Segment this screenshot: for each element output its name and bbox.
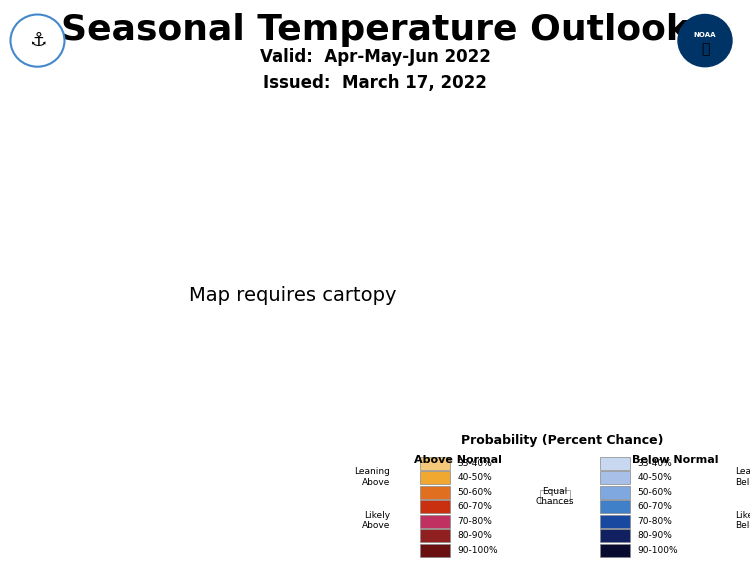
Text: 40-50%: 40-50%	[638, 473, 672, 483]
Text: NOAA: NOAA	[694, 32, 716, 38]
Text: Map requires cartopy: Map requires cartopy	[189, 287, 396, 305]
Text: 90-100%: 90-100%	[638, 546, 678, 555]
FancyBboxPatch shape	[420, 529, 450, 542]
Circle shape	[678, 14, 732, 67]
FancyBboxPatch shape	[420, 457, 450, 470]
FancyBboxPatch shape	[600, 457, 630, 470]
Text: Issued:  March 17, 2022: Issued: March 17, 2022	[263, 74, 487, 92]
Text: ⚓: ⚓	[28, 31, 46, 50]
Text: 33-40%: 33-40%	[458, 459, 492, 468]
FancyBboxPatch shape	[600, 486, 630, 499]
FancyBboxPatch shape	[600, 471, 630, 484]
Text: Valid:  Apr-May-Jun 2022: Valid: Apr-May-Jun 2022	[260, 48, 490, 66]
Text: Likely
Above: Likely Above	[362, 511, 390, 530]
Text: Leaning
Above: Leaning Above	[354, 467, 390, 487]
Text: 50-60%: 50-60%	[458, 488, 492, 497]
FancyBboxPatch shape	[600, 544, 630, 557]
Text: 🦅: 🦅	[700, 42, 709, 56]
FancyBboxPatch shape	[420, 515, 450, 528]
FancyBboxPatch shape	[420, 486, 450, 499]
Text: 33-40%: 33-40%	[638, 459, 672, 468]
FancyBboxPatch shape	[420, 471, 450, 484]
Text: 40-50%: 40-50%	[458, 473, 492, 483]
FancyBboxPatch shape	[600, 515, 630, 528]
FancyBboxPatch shape	[600, 529, 630, 542]
Text: 80-90%: 80-90%	[458, 531, 492, 541]
Text: 50-60%: 50-60%	[638, 488, 672, 497]
Text: 70-80%: 70-80%	[638, 517, 672, 526]
Text: Leaning
Below: Leaning Below	[735, 467, 750, 487]
Text: 90-100%: 90-100%	[458, 546, 498, 555]
Text: Seasonal Temperature Outlook: Seasonal Temperature Outlook	[61, 13, 689, 47]
Text: Likely
Below: Likely Below	[735, 511, 750, 530]
FancyBboxPatch shape	[540, 490, 570, 503]
Text: 60-70%: 60-70%	[638, 502, 672, 512]
FancyBboxPatch shape	[600, 500, 630, 513]
Text: Equal
Chances: Equal Chances	[536, 487, 574, 506]
Text: 80-90%: 80-90%	[638, 531, 672, 541]
Text: 60-70%: 60-70%	[458, 502, 492, 512]
Text: 70-80%: 70-80%	[458, 517, 492, 526]
Text: Above Normal: Above Normal	[413, 455, 502, 465]
Text: Probability (Percent Chance): Probability (Percent Chance)	[461, 434, 664, 447]
FancyBboxPatch shape	[420, 544, 450, 557]
Text: Below Normal: Below Normal	[632, 455, 718, 465]
FancyBboxPatch shape	[420, 500, 450, 513]
